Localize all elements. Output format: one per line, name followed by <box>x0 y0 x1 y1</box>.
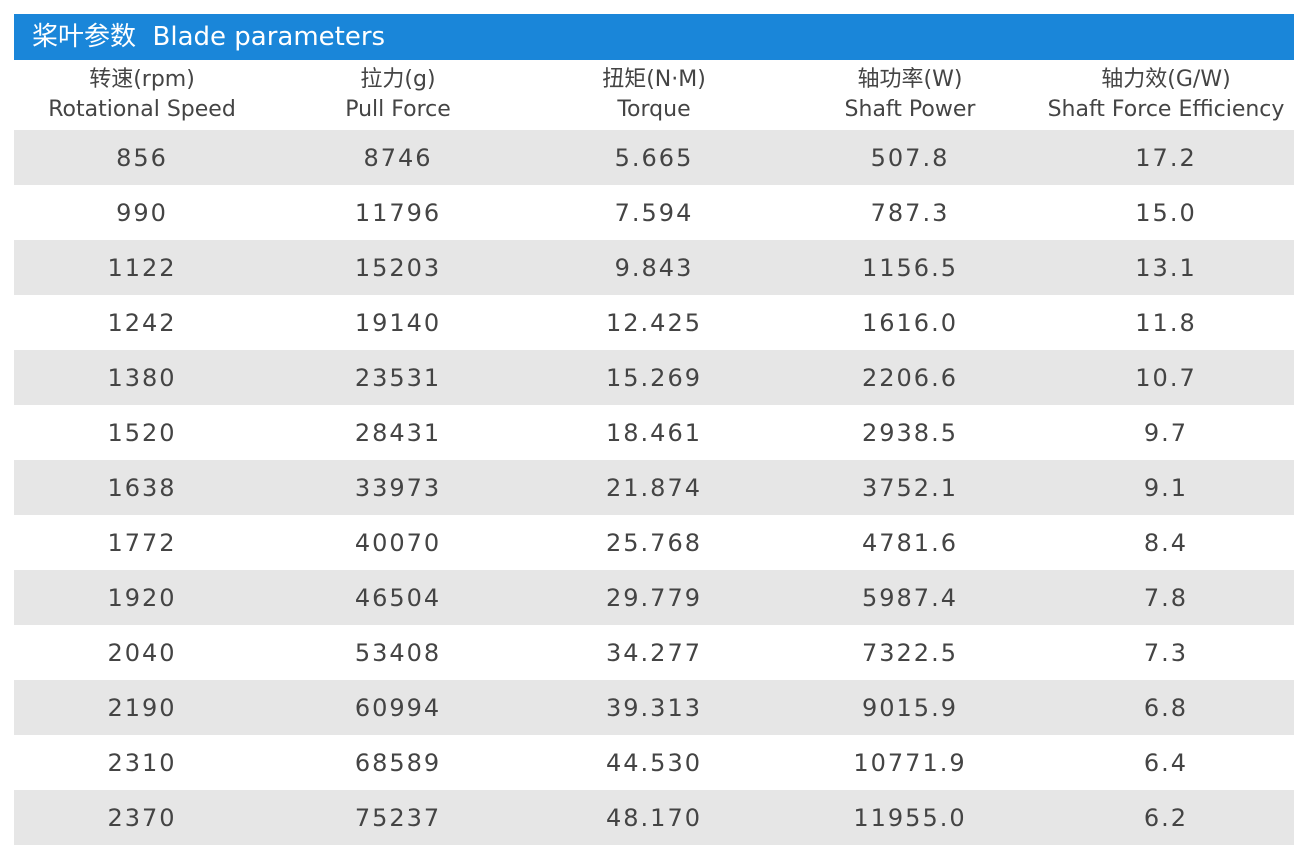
data-cell: 2206.6 <box>862 363 958 392</box>
data-cell: 15.0 <box>1135 198 1197 227</box>
data-cell: 2310 <box>107 748 177 777</box>
header-zh: 拉力(g) <box>360 67 436 92</box>
data-cell: 10.7 <box>1135 363 1197 392</box>
data-cell: 23531 <box>354 363 442 392</box>
data-cell: 1616.0 <box>862 308 958 337</box>
header-zh: 转速(rpm) <box>89 67 195 92</box>
data-cell: 19140 <box>354 308 442 337</box>
data-cell: 44.530 <box>606 748 702 777</box>
data-row: 1380 23531 15.269 2206.6 10.7 <box>14 350 1294 405</box>
data-cell: 40070 <box>354 528 442 557</box>
data-cell: 6.8 <box>1143 693 1189 722</box>
data-row: 1520 28431 18.461 2938.5 9.7 <box>14 405 1294 460</box>
data-cell: 507.8 <box>870 143 950 172</box>
data-cell: 7.594 <box>614 198 694 227</box>
data-cell: 1122 <box>107 253 177 282</box>
data-cell: 11796 <box>354 198 442 227</box>
data-row: 1920 46504 29.779 5987.4 7.8 <box>14 570 1294 625</box>
data-cell: 46504 <box>354 583 442 612</box>
data-cell: 1920 <box>107 583 177 612</box>
header-cell: 扭矩(N·M) Torque <box>526 60 782 130</box>
data-row: 2190 60994 39.313 9015.9 6.8 <box>14 680 1294 735</box>
data-cell: 28431 <box>354 418 442 447</box>
header-zh: 轴功率(W) <box>857 67 963 92</box>
header-zh: 扭矩(N·M) <box>602 67 706 92</box>
data-cell: 11.8 <box>1135 308 1197 337</box>
data-cell: 1242 <box>107 308 177 337</box>
data-row: 2040 53408 34.277 7322.5 7.3 <box>14 625 1294 680</box>
data-cell: 9015.9 <box>862 693 958 722</box>
data-cell: 68589 <box>354 748 442 777</box>
data-row: 1638 33973 21.874 3752.1 9.1 <box>14 460 1294 515</box>
data-cell: 6.2 <box>1143 803 1189 832</box>
data-row: 1242 19140 12.425 1616.0 11.8 <box>14 295 1294 350</box>
data-row: 2370 75237 48.170 11955.0 6.2 <box>14 790 1294 845</box>
header-en: Pull Force <box>345 97 451 122</box>
data-row: 1122 15203 9.843 1156.5 13.1 <box>14 240 1294 295</box>
data-cell: 1380 <box>107 363 177 392</box>
data-cell: 15.269 <box>606 363 702 392</box>
header-en: Shaft Force Efficiency <box>1047 97 1285 122</box>
header-en: Rotational Speed <box>48 97 236 122</box>
header-zh: 轴力效(G/W) <box>1101 67 1231 92</box>
data-cell: 990 <box>116 198 168 227</box>
data-cell: 15203 <box>354 253 442 282</box>
data-cell: 7.8 <box>1143 583 1189 612</box>
data-cell: 4781.6 <box>862 528 958 557</box>
data-cell: 5.665 <box>614 143 694 172</box>
header-en: Torque <box>617 97 691 122</box>
data-cell: 39.313 <box>606 693 702 722</box>
header-row: 转速(rpm) Rotational Speed 拉力(g) Pull Force 扭矩… <box>14 60 1294 130</box>
data-cell: 2938.5 <box>862 418 958 447</box>
data-cell: 10771.9 <box>853 748 967 777</box>
data-cell: 75237 <box>354 803 442 832</box>
data-cell: 7.3 <box>1143 638 1189 667</box>
data-cell: 1156.5 <box>862 253 958 282</box>
data-cell: 48.170 <box>606 803 702 832</box>
header-cell: 轴功率(W) Shaft Power <box>782 60 1038 130</box>
data-cell: 8746 <box>363 143 433 172</box>
header-en: Shaft Power <box>844 97 976 122</box>
data-cell: 18.461 <box>606 418 702 447</box>
header-cell: 拉力(g) Pull Force <box>270 60 526 130</box>
data-cell: 1772 <box>107 528 177 557</box>
data-cell: 9.843 <box>614 253 694 282</box>
data-cell: 9.1 <box>1143 473 1189 502</box>
data-cell: 7322.5 <box>862 638 958 667</box>
data-cell: 60994 <box>354 693 442 722</box>
data-cell: 856 <box>116 143 168 172</box>
data-cell: 25.768 <box>606 528 702 557</box>
data-cell: 12.425 <box>606 308 702 337</box>
data-cell: 8.4 <box>1143 528 1189 557</box>
data-cell: 1638 <box>107 473 177 502</box>
data-row: 856 8746 5.665 507.8 17.2 <box>14 130 1294 185</box>
header-cell: 轴力效(G/W) Shaft Force Efficiency <box>1038 60 1294 130</box>
data-cell: 29.779 <box>606 583 702 612</box>
table-title: 桨叶参数 Blade parameters <box>14 14 1294 60</box>
data-cell: 5987.4 <box>862 583 958 612</box>
data-cell: 9.7 <box>1143 418 1189 447</box>
data-cell: 13.1 <box>1135 253 1197 282</box>
data-cell: 1520 <box>107 418 177 447</box>
parameter-table: 桨叶参数 Blade parameters 转速(rpm) Rotational … <box>14 14 1294 845</box>
data-cell: 2190 <box>107 693 177 722</box>
data-row: 1772 40070 25.768 4781.6 8.4 <box>14 515 1294 570</box>
data-cell: 11955.0 <box>853 803 967 832</box>
data-cell: 2370 <box>107 803 177 832</box>
data-cell: 2040 <box>107 638 177 667</box>
table-body: 转速(rpm) Rotational Speed 拉力(g) Pull Force 扭矩… <box>14 60 1294 845</box>
data-row: 990 11796 7.594 787.3 15.0 <box>14 185 1294 240</box>
data-cell: 17.2 <box>1135 143 1197 172</box>
data-cell: 33973 <box>354 473 442 502</box>
header-cell: 转速(rpm) Rotational Speed <box>14 60 270 130</box>
data-cell: 34.277 <box>606 638 702 667</box>
data-cell: 53408 <box>354 638 442 667</box>
data-cell: 787.3 <box>870 198 950 227</box>
data-cell: 6.4 <box>1143 748 1189 777</box>
data-cell: 21.874 <box>606 473 702 502</box>
data-cell: 3752.1 <box>862 473 958 502</box>
data-row: 2310 68589 44.530 10771.9 6.4 <box>14 735 1294 790</box>
